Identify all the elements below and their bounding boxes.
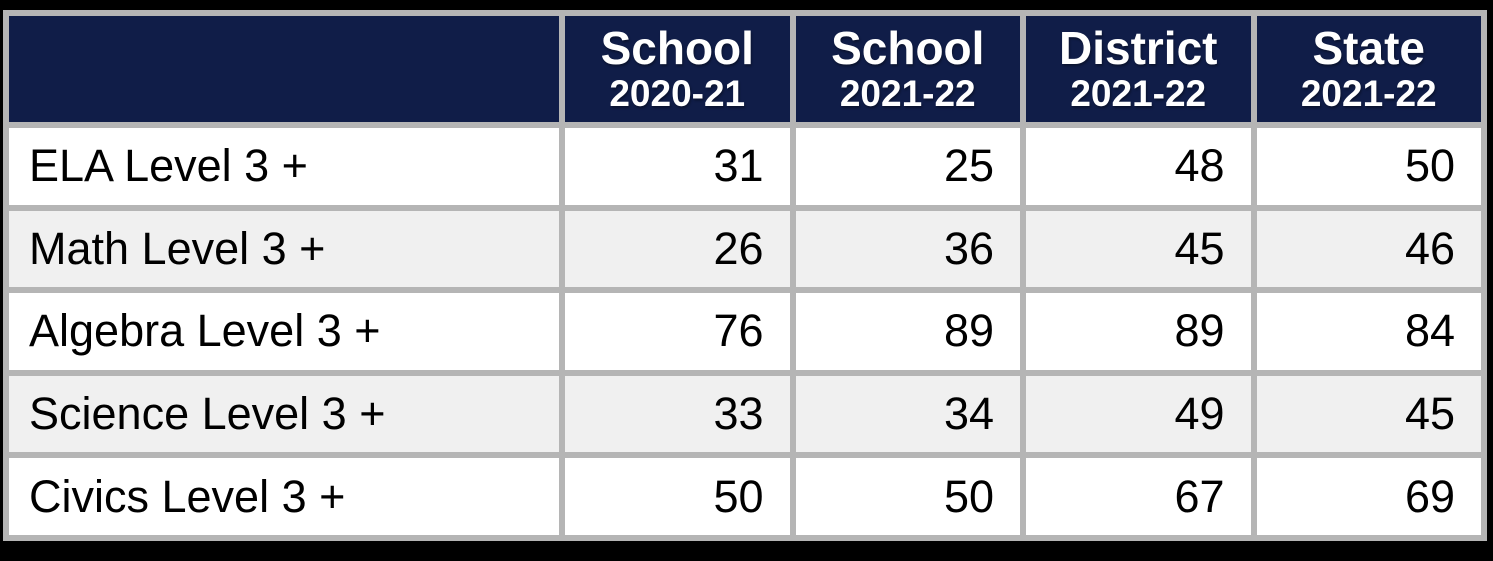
column-header-state-2021-22: State 2021-22 — [1250, 10, 1487, 128]
value-cell: 26 — [559, 204, 796, 294]
value-cell: 25 — [789, 122, 1026, 211]
row-label: Math Level 3 + — [3, 204, 565, 294]
value-cell: 50 — [559, 452, 796, 541]
value-cell: 67 — [1020, 452, 1257, 541]
row-label: Algebra Level 3 + — [3, 287, 565, 376]
column-header-district-2021-22: District 2021-22 — [1020, 10, 1257, 128]
value-cell: 48 — [1020, 122, 1257, 211]
value-cell: 50 — [1250, 122, 1487, 211]
column-header-period: 2021-22 — [1070, 73, 1207, 115]
value-cell: 76 — [559, 287, 796, 376]
row-label: Civics Level 3 + — [3, 452, 565, 541]
value-cell: 69 — [1250, 452, 1487, 541]
row-label: Science Level 3 + — [3, 369, 565, 459]
table-row-science: Science Level 3 + 33 34 49 45 — [3, 369, 1487, 459]
value-cell: 34 — [789, 369, 1026, 459]
value-cell: 31 — [559, 122, 796, 211]
value-cell: 84 — [1250, 287, 1487, 376]
column-header-label: School — [831, 21, 985, 74]
column-header-school-2020-21: School 2020-21 — [559, 10, 796, 128]
value-cell: 49 — [1020, 369, 1257, 459]
value-cell: 45 — [1020, 204, 1257, 294]
row-label: ELA Level 3 + — [3, 122, 565, 211]
value-cell: 89 — [1020, 287, 1257, 376]
value-cell: 33 — [559, 369, 796, 459]
assessment-table-container: School 2020-21 School 2021-22 District 2… — [3, 10, 1487, 541]
table-row-algebra: Algebra Level 3 + 76 89 89 84 — [3, 287, 1487, 376]
value-cell: 46 — [1250, 204, 1487, 294]
corner-header-cell — [3, 10, 565, 128]
value-cell: 36 — [789, 204, 1026, 294]
value-cell: 45 — [1250, 369, 1487, 459]
column-header-period: 2021-22 — [1300, 73, 1437, 115]
column-header-school-2021-22: School 2021-22 — [789, 10, 1026, 128]
column-header-label: School — [600, 21, 754, 74]
column-header-period: 2020-21 — [609, 73, 746, 115]
value-cell: 50 — [789, 452, 1026, 541]
table-row-civics: Civics Level 3 + 50 50 67 69 — [3, 452, 1487, 541]
value-cell: 89 — [789, 287, 1026, 376]
assessment-results-table: School 2020-21 School 2021-22 District 2… — [3, 10, 1487, 541]
column-header-period: 2021-22 — [839, 73, 976, 115]
table-row-ela: ELA Level 3 + 31 25 48 50 — [3, 122, 1487, 211]
column-header-label: State — [1312, 21, 1425, 74]
column-header-label: District — [1059, 21, 1218, 74]
table-row-math: Math Level 3 + 26 36 45 46 — [3, 204, 1487, 294]
header-row: School 2020-21 School 2021-22 District 2… — [3, 10, 1487, 128]
